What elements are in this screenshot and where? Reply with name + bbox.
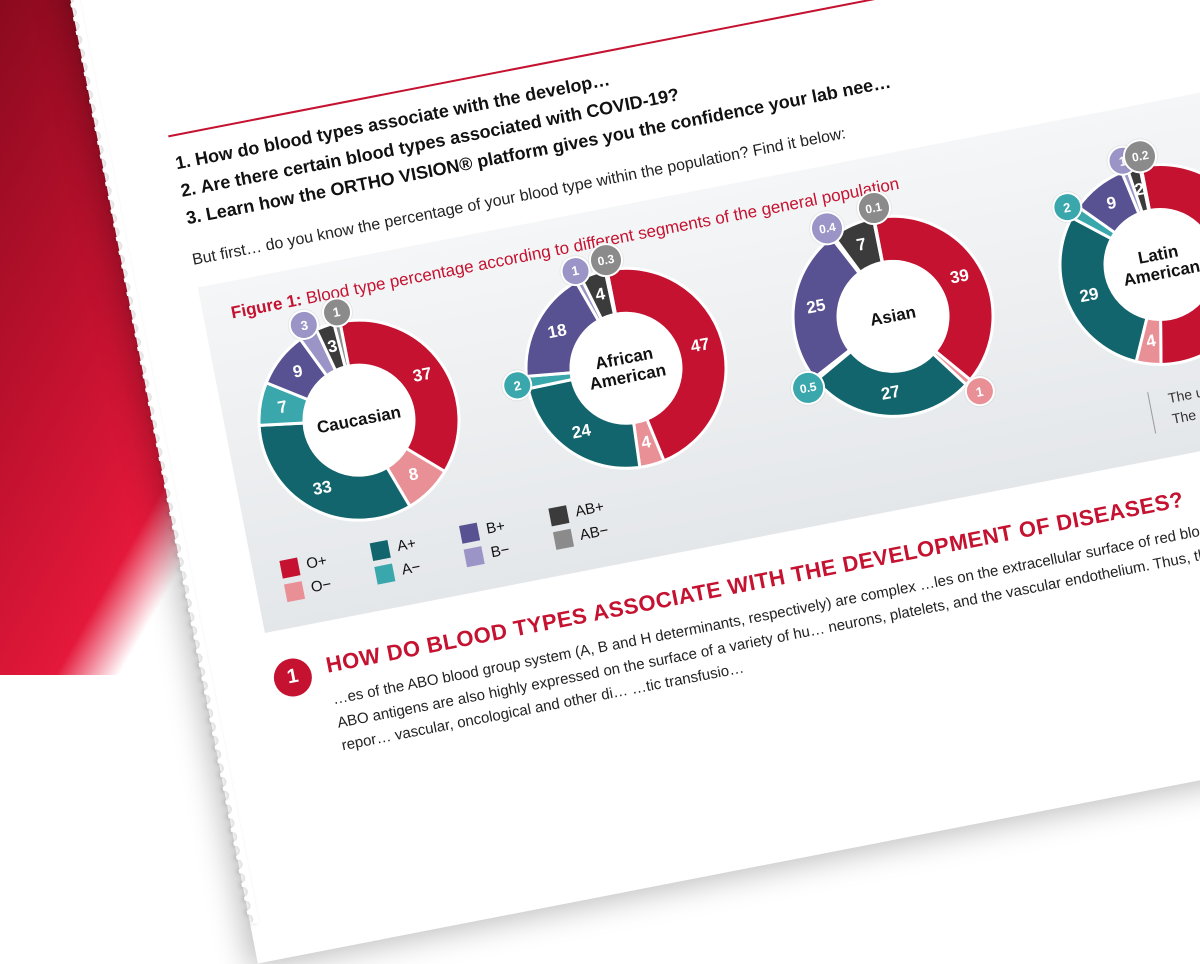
legend-swatch [370, 540, 391, 561]
legend-item-B-: B− [464, 541, 511, 567]
legend-swatch [548, 505, 569, 526]
legend-item-AB+: AB+ [548, 498, 605, 526]
section-number-badge: 1 [271, 655, 316, 700]
document-sheet: How do blood types associate with the de… [48, 0, 1200, 963]
legend-label: A+ [396, 535, 418, 555]
legend-swatch [459, 522, 480, 543]
value-A+: 27 [880, 382, 902, 405]
legend-item-O+: O+ [279, 552, 328, 579]
value-A+: 29 [1078, 284, 1100, 307]
value-B+: 25 [805, 295, 827, 318]
legend-swatch [553, 529, 574, 550]
value-O+: 47 [689, 334, 711, 357]
value-A+: 24 [570, 420, 592, 443]
value-B+: 18 [546, 321, 568, 344]
donut-african-american: 47424184210.3AfricanAmerican [503, 245, 749, 491]
legend-item-AB-: AB− [553, 522, 610, 550]
legend-label: B+ [485, 518, 507, 538]
value-O+: 37 [411, 364, 433, 387]
legend-swatch [279, 557, 300, 578]
legend-label: A− [400, 559, 422, 579]
legend-label: O− [310, 576, 333, 597]
legend-swatch [375, 563, 396, 584]
legend-item-A-: A− [375, 558, 422, 584]
legend-label: O+ [305, 552, 328, 573]
legend-label: B− [489, 541, 511, 561]
legend-item-A+: A+ [370, 535, 417, 561]
legend-label: AB+ [574, 499, 605, 521]
legend-item-O-: O− [284, 576, 333, 603]
legend-swatch [464, 546, 485, 567]
legend-item-B+: B+ [459, 517, 506, 543]
legend-label: AB− [579, 522, 610, 544]
donut-latin-american: 5342992210.2LatinAmerican [1037, 141, 1200, 387]
legend-swatch [284, 581, 305, 602]
value-A+: 33 [311, 477, 333, 500]
value-O+: 39 [948, 265, 970, 288]
donut-caucasian: 3783379331Caucasian [236, 297, 482, 543]
donut-asian: 392725710.50.40.1Asian [770, 193, 1016, 439]
